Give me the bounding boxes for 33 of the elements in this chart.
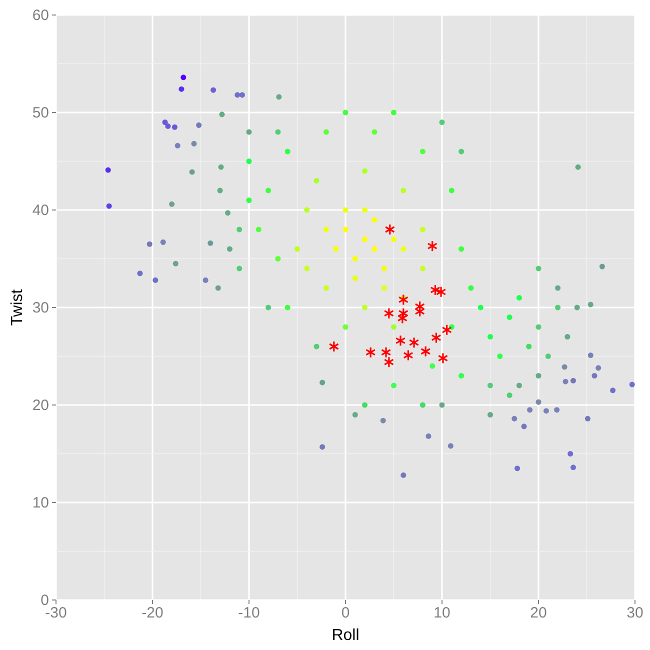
x-tick-label: -10 <box>238 604 260 622</box>
point <box>365 346 376 358</box>
x-axis-title: Roll <box>332 627 360 644</box>
point <box>408 336 420 348</box>
point <box>436 286 446 298</box>
y-axis-title: Twist <box>9 288 26 326</box>
point <box>380 346 392 358</box>
point <box>398 294 409 306</box>
point <box>395 334 406 346</box>
point <box>403 349 414 362</box>
point <box>397 312 408 324</box>
point <box>420 346 431 358</box>
x-tick-label: 30 <box>626 604 644 622</box>
y-tick-label: 60 <box>32 6 49 24</box>
y-tick-label: 10 <box>32 494 49 512</box>
point <box>427 240 438 252</box>
y-tick-label: 50 <box>32 104 49 122</box>
x-tick-label: 10 <box>434 604 450 622</box>
x-tick-label: 20 <box>530 604 547 622</box>
point <box>442 324 452 336</box>
point <box>430 284 440 296</box>
x-tick-label: -20 <box>142 604 164 622</box>
point <box>384 356 394 368</box>
x-tick-label: 0 <box>341 604 350 622</box>
y-tick-label: 30 <box>32 299 49 316</box>
y-tick-label: 20 <box>32 396 49 414</box>
point <box>384 224 396 236</box>
point <box>384 308 394 320</box>
point <box>438 352 448 364</box>
point <box>328 340 340 352</box>
point <box>431 332 442 344</box>
point <box>398 308 409 320</box>
y-tick-label: 40 <box>32 202 49 219</box>
